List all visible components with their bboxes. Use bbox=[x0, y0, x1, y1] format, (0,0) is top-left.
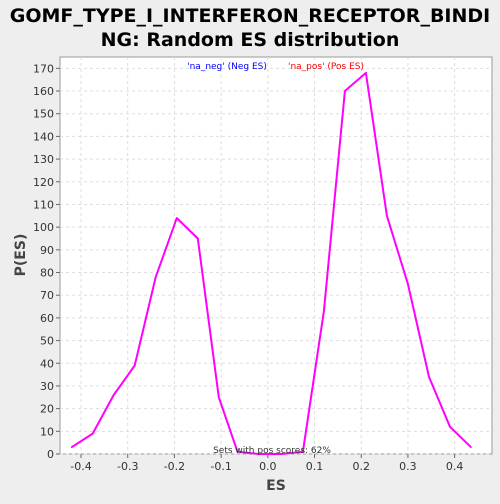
y-tick-label: 120 bbox=[33, 176, 54, 189]
data-point bbox=[302, 450, 304, 453]
y-tick-label: 70 bbox=[40, 289, 54, 302]
y-tick-label: 170 bbox=[33, 62, 54, 75]
legend-item-pos: 'na_pos' (Pos ES) bbox=[288, 62, 364, 72]
data-point bbox=[323, 310, 325, 312]
y-tick-label: 40 bbox=[40, 357, 54, 370]
y-axis-title: P(ES) bbox=[13, 234, 29, 277]
data-point bbox=[112, 394, 115, 396]
data-point bbox=[70, 446, 73, 448]
x-tick-label: -0.4 bbox=[70, 460, 91, 473]
plot-area bbox=[59, 56, 493, 455]
x-tick-label: 0.3 bbox=[399, 460, 417, 473]
y-tick-label: 130 bbox=[33, 153, 54, 166]
x-tick-label: 0.2 bbox=[352, 460, 370, 473]
data-point bbox=[217, 396, 220, 399]
data-point bbox=[175, 217, 178, 219]
data-point bbox=[154, 276, 157, 278]
y-tick-label: 100 bbox=[33, 221, 54, 234]
y-tick-label: 110 bbox=[33, 198, 54, 211]
y-tick-label: 50 bbox=[40, 335, 54, 348]
x-tick-label: 0.1 bbox=[306, 460, 324, 473]
pos-scores-annotation: Sets with pos scores: 62% bbox=[213, 446, 331, 456]
y-tick-label: 160 bbox=[33, 85, 54, 98]
data-point bbox=[91, 432, 94, 435]
data-point bbox=[196, 237, 199, 240]
data-point bbox=[133, 364, 136, 367]
data-point bbox=[428, 376, 430, 378]
y-tick-label: 60 bbox=[40, 312, 54, 325]
y-tick-label: 30 bbox=[40, 380, 54, 393]
data-point bbox=[407, 283, 409, 285]
legend-item-neg: 'na_neg' (Neg ES) bbox=[187, 62, 267, 72]
y-tick-label: 80 bbox=[40, 267, 54, 280]
series-line bbox=[71, 71, 472, 455]
data-point bbox=[257, 453, 260, 455]
y-tick-label: 150 bbox=[33, 108, 54, 121]
data-point bbox=[236, 450, 239, 453]
x-tick-label: 0.0 bbox=[259, 460, 277, 473]
y-tick-label: 20 bbox=[40, 403, 54, 416]
chart-title-line-1: GOMF_TYPE_I_INTERFERON_RECEPTOR_BINDI bbox=[10, 5, 491, 27]
data-point bbox=[470, 446, 472, 448]
x-tick-label: -0.2 bbox=[164, 460, 185, 473]
data-point bbox=[365, 72, 367, 74]
y-tick-label: 90 bbox=[40, 244, 54, 257]
data-point bbox=[386, 215, 388, 217]
chart-title-line-2: NG: Random ES distribution bbox=[101, 29, 400, 51]
grid bbox=[60, 57, 492, 455]
data-point bbox=[344, 90, 346, 92]
y-tick-label: 0 bbox=[47, 448, 54, 461]
axes: -0.4 -0.3 -0.2 -0.1 0.0 0.1 0.2 0.3 0.4 0 10 20 30 40… bbox=[33, 62, 463, 473]
x-tick-label: -0.1 bbox=[210, 460, 231, 473]
x-tick-label: -0.3 bbox=[117, 460, 138, 473]
data-point bbox=[449, 425, 451, 428]
x-tick-label: 0.4 bbox=[446, 460, 464, 473]
data-point bbox=[281, 453, 283, 455]
y-tick-label: 10 bbox=[40, 425, 54, 438]
series-layer bbox=[70, 71, 472, 455]
y-tick-label: 140 bbox=[33, 130, 54, 143]
x-axis-title: ES bbox=[266, 478, 286, 494]
